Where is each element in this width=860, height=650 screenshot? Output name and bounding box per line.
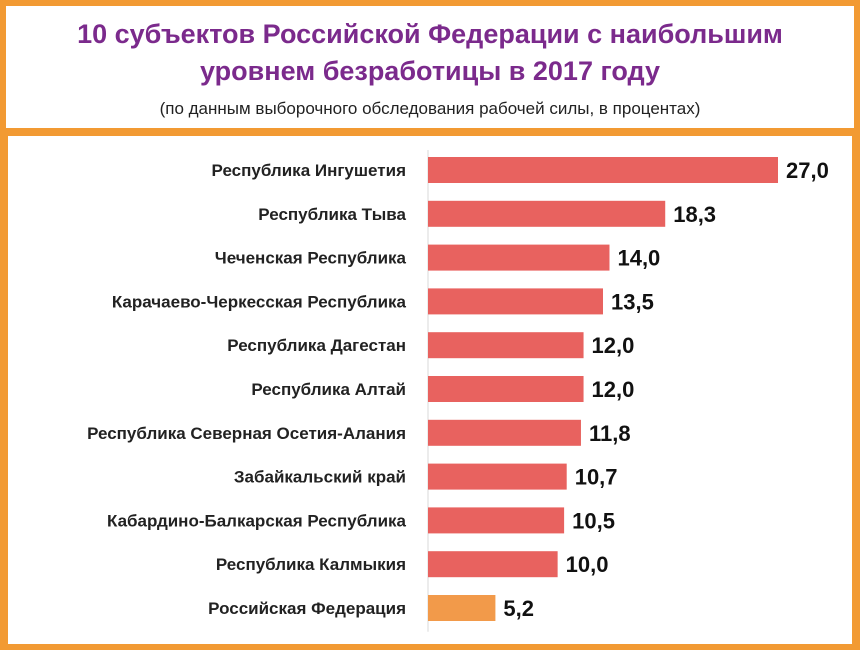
bar <box>428 463 567 490</box>
bar <box>428 332 584 359</box>
chart-panel: Республика Ингушетия 27,0 Республика Тыва 1… <box>8 136 852 644</box>
category-label: Республика Северная Осетия-Алания <box>87 424 406 443</box>
category-label: Республика Калмыкия <box>216 555 406 574</box>
bar <box>428 419 581 446</box>
category-label: Забайкальский край <box>234 468 406 487</box>
data-label: 5,2 <box>503 596 534 621</box>
category-label: Республика Тыва <box>258 205 406 224</box>
data-label: 14,0 <box>617 246 660 271</box>
bar <box>428 288 603 315</box>
chart-title-line2: уровнем безработицы в 2017 году <box>200 56 660 86</box>
bar <box>428 200 666 227</box>
data-label: 27,0 <box>786 158 829 183</box>
category-label: Российская Федерация <box>208 599 406 618</box>
category-label: Республика Алтай <box>251 380 406 399</box>
data-label: 10,0 <box>566 552 609 577</box>
chart-header: 10 субъектов Российской Федерации с наиб… <box>6 6 854 128</box>
data-label: 10,5 <box>572 508 615 533</box>
category-label: Карачаево-Черкесская Республика <box>112 292 407 311</box>
category-label: Республика Ингушетия <box>212 161 406 180</box>
category-label: Кабардино-Балкарская Республика <box>107 511 407 530</box>
data-label: 12,0 <box>592 333 635 358</box>
bar <box>428 157 778 183</box>
bar <box>428 595 496 621</box>
bar <box>428 244 610 271</box>
chart-title: 10 субъектов Российской Федерации с наиб… <box>6 16 854 90</box>
data-label: 11,8 <box>589 421 631 446</box>
data-label: 12,0 <box>592 377 635 402</box>
bar <box>428 551 558 578</box>
data-label: 10,7 <box>575 465 618 490</box>
bar <box>428 376 584 402</box>
data-label: 18,3 <box>673 202 716 227</box>
data-label: 13,5 <box>611 289 654 314</box>
chart-subtitle: (по данным выборочного обследования рабо… <box>159 99 701 118</box>
bar <box>428 507 565 534</box>
category-label: Республика Дагестан <box>227 336 406 355</box>
chart-title-line1: 10 субъектов Российской Федерации с наиб… <box>77 19 783 49</box>
bar-chart: Республика Ингушетия 27,0 Республика Тыва 1… <box>87 150 829 632</box>
category-label: Чеченская Республика <box>215 249 407 268</box>
